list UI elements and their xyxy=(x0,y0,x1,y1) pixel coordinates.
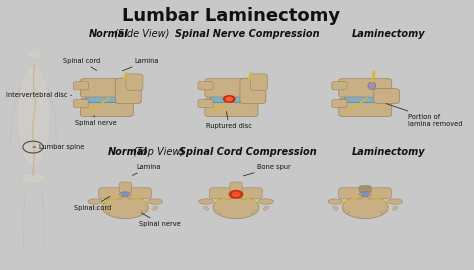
FancyBboxPatch shape xyxy=(126,74,143,90)
FancyBboxPatch shape xyxy=(119,182,131,193)
Ellipse shape xyxy=(88,199,103,204)
Ellipse shape xyxy=(213,196,259,219)
Ellipse shape xyxy=(233,193,239,196)
Ellipse shape xyxy=(103,210,110,214)
Text: Intervertebral disc: Intervertebral disc xyxy=(6,92,72,98)
Text: Spinal Nerve Compression: Spinal Nerve Compression xyxy=(175,29,320,39)
FancyBboxPatch shape xyxy=(238,188,262,199)
Ellipse shape xyxy=(368,82,376,90)
Circle shape xyxy=(226,97,232,101)
FancyBboxPatch shape xyxy=(205,98,258,116)
Ellipse shape xyxy=(328,199,343,204)
FancyBboxPatch shape xyxy=(115,78,141,104)
FancyBboxPatch shape xyxy=(211,94,252,102)
Ellipse shape xyxy=(203,206,209,210)
Text: Bone spur: Bone spur xyxy=(243,164,291,176)
FancyBboxPatch shape xyxy=(359,186,371,193)
Text: Portion of
lamina removed: Portion of lamina removed xyxy=(386,104,462,127)
FancyBboxPatch shape xyxy=(374,89,400,104)
Ellipse shape xyxy=(93,206,98,210)
FancyBboxPatch shape xyxy=(73,82,89,90)
FancyBboxPatch shape xyxy=(251,74,267,90)
FancyBboxPatch shape xyxy=(332,82,347,90)
Text: (Side View): (Side View) xyxy=(111,29,170,39)
FancyBboxPatch shape xyxy=(86,94,128,102)
Text: Lumbar Laminectomy: Lumbar Laminectomy xyxy=(122,7,340,25)
Text: Normal: Normal xyxy=(89,29,129,39)
Ellipse shape xyxy=(199,199,213,204)
Ellipse shape xyxy=(392,206,398,210)
FancyBboxPatch shape xyxy=(339,98,392,116)
Ellipse shape xyxy=(388,199,402,204)
Circle shape xyxy=(224,96,235,102)
Ellipse shape xyxy=(153,206,158,210)
FancyBboxPatch shape xyxy=(99,188,123,199)
Ellipse shape xyxy=(264,206,269,210)
FancyBboxPatch shape xyxy=(80,79,133,97)
Ellipse shape xyxy=(251,210,258,214)
Text: Spinal nerve: Spinal nerve xyxy=(139,213,181,227)
Ellipse shape xyxy=(18,65,51,167)
Ellipse shape xyxy=(343,210,350,214)
FancyBboxPatch shape xyxy=(128,188,151,199)
Ellipse shape xyxy=(362,193,369,196)
Text: Lamina: Lamina xyxy=(132,164,161,176)
Ellipse shape xyxy=(230,192,242,197)
Ellipse shape xyxy=(148,199,163,204)
Ellipse shape xyxy=(333,206,338,210)
Circle shape xyxy=(232,192,240,197)
FancyBboxPatch shape xyxy=(339,79,392,97)
Text: Lamina: Lamina xyxy=(122,58,159,71)
Ellipse shape xyxy=(381,210,387,214)
FancyBboxPatch shape xyxy=(198,99,213,108)
Text: Normal: Normal xyxy=(108,147,147,157)
Ellipse shape xyxy=(214,210,221,214)
Text: Spinal Cord Compression: Spinal Cord Compression xyxy=(179,147,317,157)
FancyBboxPatch shape xyxy=(367,188,392,199)
Ellipse shape xyxy=(359,192,371,197)
Circle shape xyxy=(229,190,243,198)
Ellipse shape xyxy=(259,199,273,204)
Text: Lumbar spine: Lumbar spine xyxy=(33,144,84,150)
Text: Spinal nerve: Spinal nerve xyxy=(75,116,117,126)
Ellipse shape xyxy=(27,49,41,59)
Text: Ruptured disc: Ruptured disc xyxy=(206,112,252,129)
FancyBboxPatch shape xyxy=(205,79,258,97)
FancyBboxPatch shape xyxy=(73,99,89,108)
FancyBboxPatch shape xyxy=(80,98,133,116)
Ellipse shape xyxy=(119,192,131,197)
Text: Spinal cord: Spinal cord xyxy=(63,58,100,70)
Ellipse shape xyxy=(20,173,47,183)
Ellipse shape xyxy=(102,196,148,219)
Text: Laminectomy: Laminectomy xyxy=(352,29,425,39)
FancyBboxPatch shape xyxy=(332,99,347,108)
Ellipse shape xyxy=(342,196,388,219)
Text: (Top View): (Top View) xyxy=(130,147,184,157)
FancyBboxPatch shape xyxy=(345,94,386,102)
FancyBboxPatch shape xyxy=(240,78,266,104)
Ellipse shape xyxy=(141,210,147,214)
FancyBboxPatch shape xyxy=(339,188,363,199)
Text: Laminectomy: Laminectomy xyxy=(352,147,425,157)
FancyBboxPatch shape xyxy=(230,182,242,193)
Ellipse shape xyxy=(122,193,128,196)
Text: Spinal cord: Spinal cord xyxy=(73,196,111,211)
FancyBboxPatch shape xyxy=(210,188,234,199)
FancyBboxPatch shape xyxy=(198,82,213,90)
